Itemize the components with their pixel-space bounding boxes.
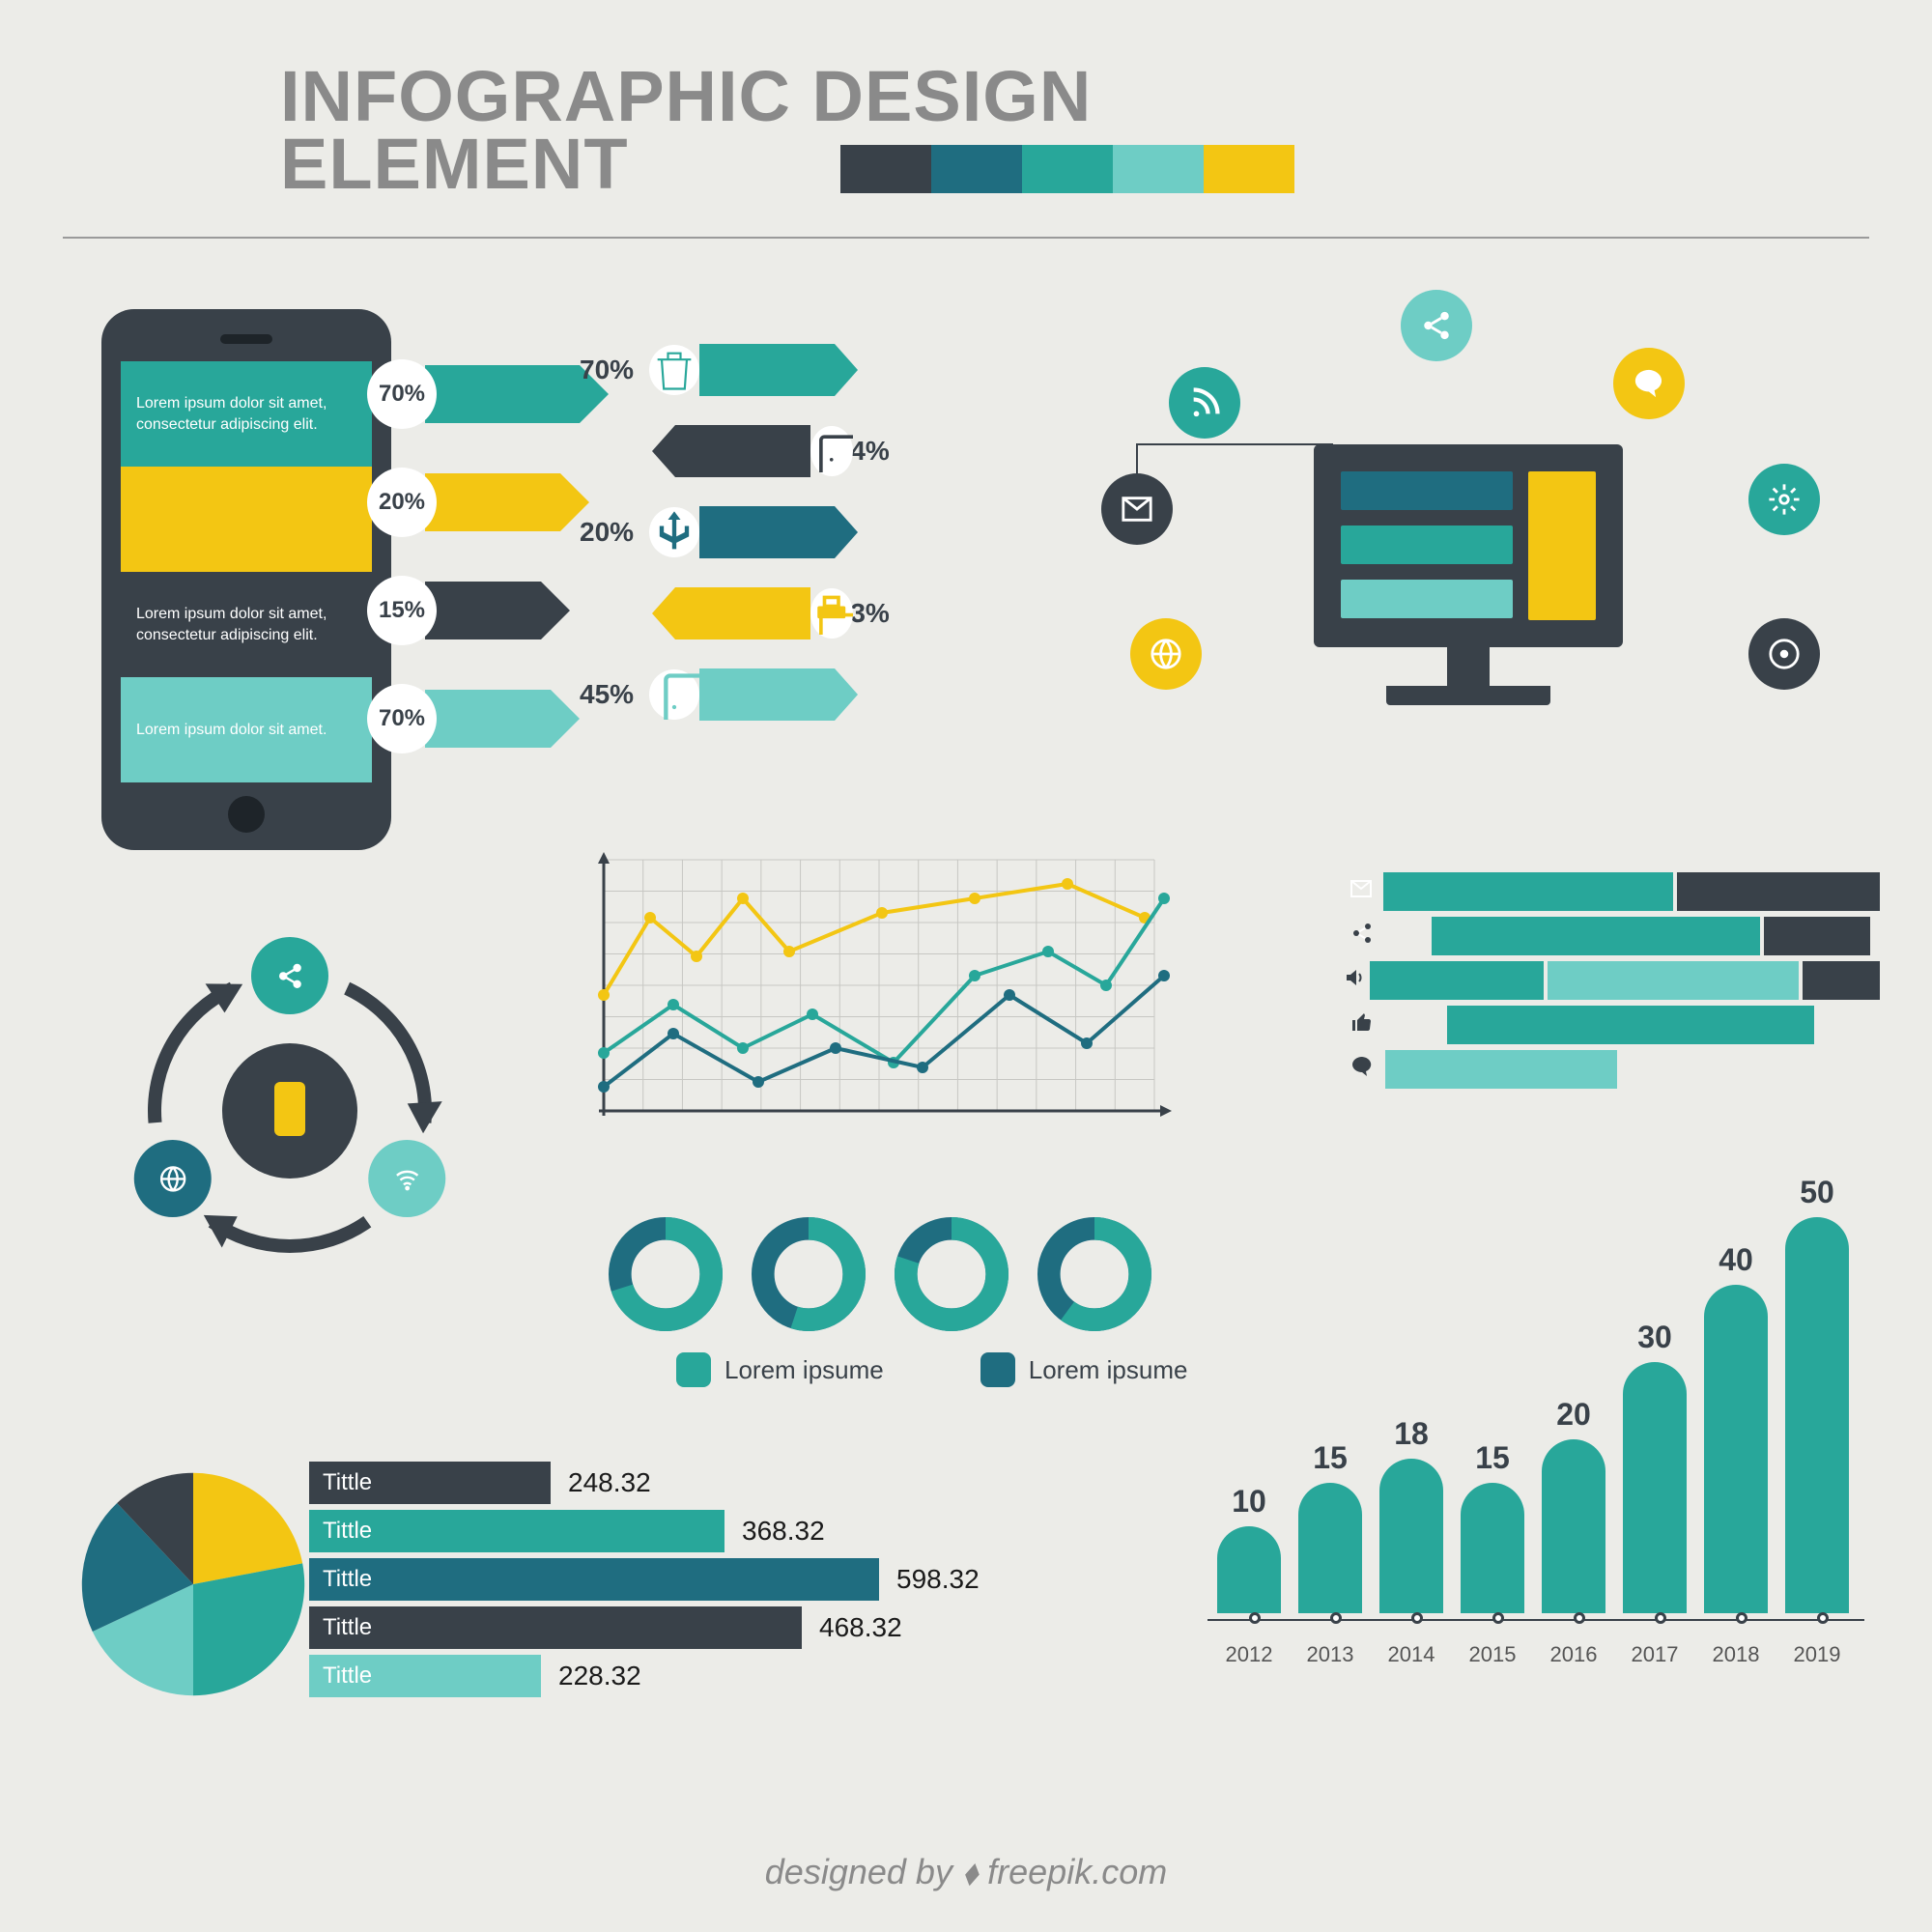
divider [63,237,1869,239]
network-node [1613,348,1685,419]
network-node [1748,464,1820,535]
phone-screen: Lorem ipsum dolor sit amet, consectetur … [121,361,372,782]
footer-credit: designed by ⬧ freepik.com [765,1852,1167,1893]
horizontal-bar-chart: Tittle248.32Tittle368.32Tittle598.32Titt… [309,1459,985,1700]
line-chart [575,850,1193,1159]
phone-mockup: Lorem ipsum dolor sit amet, consectetur … [101,309,391,850]
network-diagram [1043,290,1874,792]
network-node [1130,618,1202,690]
palette-swatches [840,145,1294,193]
network-node [1101,473,1173,545]
donut-charts [609,1217,1151,1331]
monitor-icon [1314,444,1623,705]
column-chart: 1015181520304050 20122013201420152016201… [1208,1208,1864,1710]
donut-legend: Lorem ipsumeLorem ipsume [676,1352,1187,1387]
network-node [1748,618,1820,690]
pie-chart [77,1468,309,1700]
network-node [1401,290,1472,361]
stacked-bars [1343,869,1884,1092]
icon-arrow-list: 70%34%20%13%45% [580,338,908,744]
network-node [1169,367,1240,439]
cycle-diagram [97,918,483,1304]
